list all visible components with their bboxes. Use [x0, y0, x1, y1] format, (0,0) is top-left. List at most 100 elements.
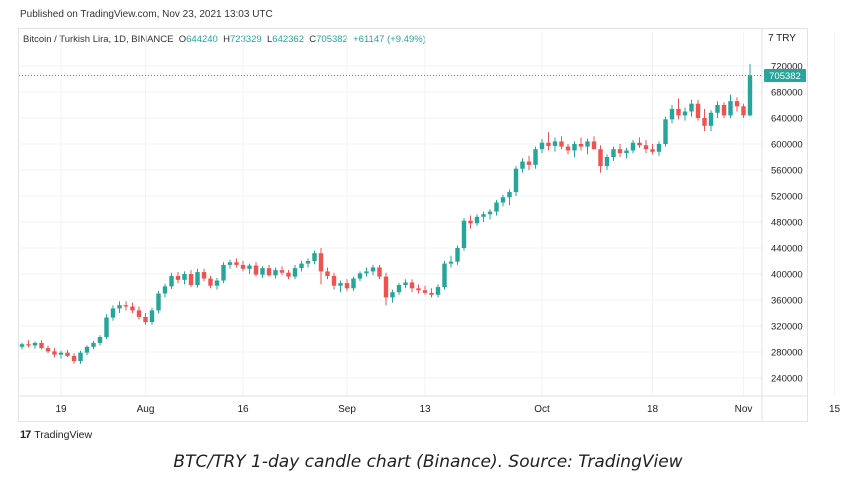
candle-body [273, 270, 278, 276]
y-tick-label: 240000 [771, 374, 803, 385]
candle-body [110, 308, 116, 318]
candle-body [117, 305, 122, 309]
candle-body [84, 346, 90, 353]
candle-body [351, 278, 356, 289]
candle-body [247, 265, 252, 269]
candle-body [149, 310, 155, 323]
candle-body [682, 111, 688, 116]
candle-body [663, 119, 668, 144]
candle-body [104, 317, 109, 338]
x-tick-label: 19 [55, 404, 67, 415]
low-label: L [266, 34, 273, 45]
candle-body [143, 316, 148, 323]
candle-body [507, 192, 512, 198]
candle-body [78, 352, 83, 362]
candle-body [656, 144, 662, 152]
candle-body [338, 283, 343, 286]
chart-frame[interactable] [18, 28, 808, 422]
candle-body [390, 292, 395, 298]
candle-body [539, 142, 545, 150]
candle-body [357, 273, 363, 279]
x-tick-label: 18 [647, 404, 659, 415]
candle-body [611, 149, 616, 157]
candle-body [19, 344, 25, 347]
candle-body [481, 214, 486, 217]
candle-body [305, 261, 311, 264]
y-tick-label: 560000 [771, 166, 803, 177]
x-tick-label: Aug [137, 404, 155, 415]
y-tick-label: 600000 [771, 140, 803, 151]
y-tick-label: 440000 [771, 244, 803, 255]
y-tick-label: 520000 [771, 192, 803, 203]
candle-body [214, 280, 220, 286]
close-label: C [309, 34, 317, 45]
x-tick-label: 15 [829, 404, 841, 415]
candle-body [240, 264, 246, 269]
candle-body [604, 157, 610, 167]
x-tick-label: Nov [735, 404, 753, 415]
candle-body [364, 271, 369, 274]
open-label: O [178, 34, 187, 45]
candle-body [526, 161, 532, 165]
candle-body [715, 105, 720, 113]
candle-body [45, 348, 51, 352]
symbol-label: Bitcoin / Turkish Lira, 1D, BINANCE [23, 34, 174, 45]
last-price-label: 705382 [769, 71, 801, 82]
candle-body [370, 267, 376, 272]
candle-body [195, 272, 200, 286]
candle-body [494, 202, 499, 212]
x-tick-label: Oct [534, 404, 550, 415]
candle-body [591, 141, 597, 150]
candle-body [227, 262, 233, 265]
y-tick-label: 280000 [771, 348, 803, 359]
candle-body [461, 220, 467, 248]
candle-body [39, 342, 44, 349]
published-info: Published on TradingView.com, Nov 23, 20… [20, 9, 273, 20]
candle-body [292, 268, 298, 277]
candle-body [565, 146, 571, 151]
candle-body [630, 142, 636, 151]
y-tick-label: 320000 [771, 322, 803, 333]
tradingview-mark-icon: 17 [20, 429, 31, 441]
candle-body [617, 149, 623, 154]
candle-body [422, 290, 428, 293]
candle-body [448, 261, 454, 264]
candle-body [624, 150, 629, 154]
candle-body [435, 287, 441, 295]
candle-body [552, 141, 558, 146]
candle-body [676, 108, 681, 116]
candle-body [65, 352, 70, 356]
figure-caption: BTC/TRY 1-day candle chart (Binance). So… [173, 452, 683, 472]
candle-body [572, 144, 577, 151]
y-tick-label: 400000 [771, 270, 803, 281]
y-tick-label: 480000 [771, 218, 803, 229]
candle-body [136, 310, 142, 317]
candle-body [91, 342, 96, 347]
change-value: +61147 (+9.49%) [353, 34, 426, 45]
candle-body [403, 282, 408, 286]
high-label: H [223, 34, 230, 45]
candle-body [598, 149, 603, 167]
candle-body [208, 278, 213, 286]
candle-body [487, 211, 493, 215]
candle-body [26, 344, 31, 346]
candle-body [468, 220, 473, 224]
candle-body [234, 262, 239, 265]
candle-body [260, 268, 265, 275]
candle-body [52, 351, 57, 355]
y-tick-label: 720000 [771, 62, 803, 73]
y-tick-label: 360000 [771, 296, 803, 307]
candle-body [650, 149, 655, 152]
ohlc-legend: Bitcoin / Turkish Lira, 1D, BINANCE O644… [23, 34, 426, 45]
candle-body [416, 288, 421, 291]
candle-body [721, 105, 727, 116]
candle-body [156, 293, 161, 311]
currency-badge[interactable]: 7 TRY [768, 33, 796, 44]
candle-body [689, 103, 694, 112]
candle-body [585, 141, 590, 147]
candle-body [123, 305, 129, 307]
candle-body [513, 168, 519, 193]
y-tick-label: 680000 [771, 88, 803, 99]
candle-body [71, 355, 77, 362]
candle-body [32, 342, 38, 346]
